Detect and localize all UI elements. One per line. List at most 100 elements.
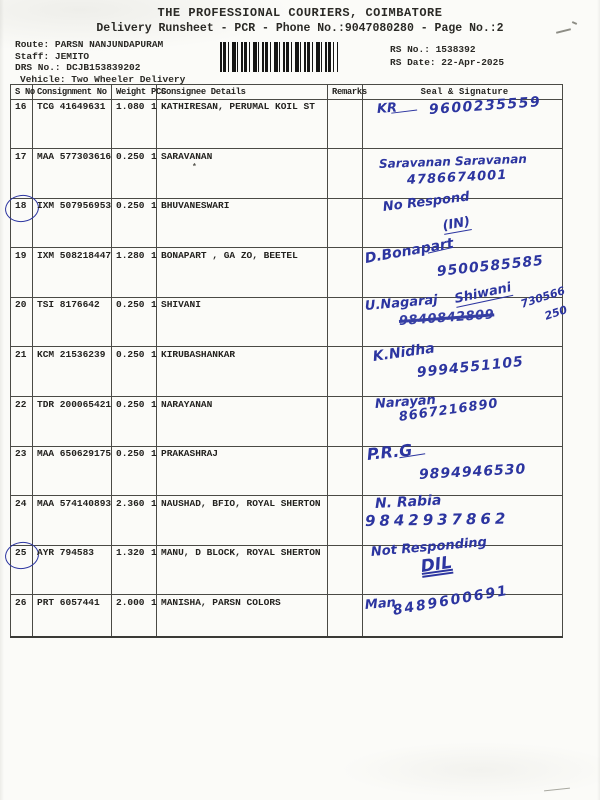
cell-consignee: PRAKASHRAJ [157, 446, 328, 496]
cell-consignee: MANISHA, PARSN COLORS [157, 595, 328, 636]
route-line: Route: PARSN NANJUNDAPURAM [15, 39, 164, 50]
table-row: 22 TDR 200065421 0.250 1 NARAYANAN Naraya… [10, 393, 563, 447]
cell-sno: 25 [3, 539, 41, 595]
cell-signature: K.Nidha 9994551105 [363, 341, 563, 397]
cell-consignee: BONAPART , GA ZO, BEETEL [157, 248, 328, 297]
table-header-row: S No Consignment No Weight PCS Consignee … [10, 85, 563, 100]
col-header-consignee: Consignee Details [157, 85, 328, 99]
cell-consignment: MAA 574140893 [33, 496, 112, 545]
col-header-weight: Weight [116, 86, 146, 97]
cell-weight-pcs: 0.250 1 [112, 198, 157, 248]
table-row: 20 TSI 8176642 0.250 1 SHIVANI U.Nagaraj S… [10, 280, 569, 348]
table-row: 18 IXM 507956953 0.250 1 BHUVANESWARI No … [3, 189, 563, 249]
cell-consignment: MAA 650629175 [33, 446, 112, 496]
cell-consignment: PRT 6057441 [33, 595, 112, 636]
col-header-pcs: PCS [151, 86, 166, 97]
barcode-icon [220, 42, 338, 72]
cell-remarks [328, 297, 363, 347]
vehicle-line: Vehicle: Two Wheeler Delivery [20, 73, 186, 85]
cell-sno: 20 [10, 297, 33, 347]
table-row: 24 MAA 574140893 2.360 1 NAUSHAD, BFIO, R… [10, 492, 563, 546]
cell-consignee: SHIVANI [157, 297, 328, 347]
cell-sno: 16 [10, 99, 33, 149]
cell-sno: 24 [10, 496, 33, 545]
cell-consignee: KIRUBASHANKAR [157, 347, 328, 397]
table-row: 19 IXM 508218447 1.280 1 BONAPART , GA ZO… [10, 236, 563, 298]
cell-consignee: MANU, D BLOCK, ROYAL SHERTON [157, 545, 328, 595]
cell-remarks [328, 595, 363, 636]
cell-signature: Narayan 8667216890 [363, 393, 563, 446]
scan-speck: * [192, 163, 197, 172]
cell-remarks [328, 198, 363, 248]
cell-remarks [328, 446, 363, 496]
cell-weight-pcs: 0.250 1 [112, 446, 157, 496]
table-row: 21 KCM 21536239 0.250 1 KIRUBASHANKAR K.N… [10, 341, 563, 398]
handwritten-note: 9842937862 [364, 509, 510, 531]
handwritten-note: 9894946530 [418, 461, 527, 483]
cell-weight-pcs: 0.250 1 [112, 297, 157, 347]
handwritten-signature: P.R.G [365, 439, 414, 464]
cell-sno: 17 [10, 149, 33, 198]
cell-consignee: KATHIRESAN, PERUMAL KOIL ST [157, 99, 328, 149]
cell-weight-pcs: 0.250 1 [112, 149, 157, 198]
cell-sno: 26 [10, 595, 33, 636]
handwritten-signature: KR [376, 100, 398, 117]
cell-signature: No Respond (IN) [363, 189, 563, 248]
cell-consignment: AYR 794583 [33, 545, 112, 595]
cell-weight-pcs: 1.320 1 [112, 545, 157, 595]
cell-remarks [328, 397, 363, 446]
handwritten-signature: N. Rabia [374, 492, 442, 513]
cell-consignee: NARAYANAN [157, 397, 328, 446]
cell-remarks [328, 99, 363, 149]
handwritten-note: 9840842809 [398, 307, 495, 329]
cell-signature: Man 8489600691 [363, 583, 563, 636]
smudge-bottom-right [544, 787, 570, 792]
cell-sno: 23 [10, 446, 33, 496]
cell-remarks [328, 149, 363, 198]
rs-no-line: RS No.: 1538392 [390, 44, 476, 55]
document-title: THE PROFESSIONAL COURIERS, COIMBATORE [157, 6, 443, 20]
cell-weight-pcs: 2.000 1 [112, 595, 157, 636]
cell-consignment: TDR 200065421 [33, 397, 112, 446]
cell-sno: 22 [10, 397, 33, 446]
cell-signature: KR 9600235559 [363, 94, 563, 149]
cell-signature: N. Rabia 9842937862 [363, 492, 563, 545]
col-header-consignment: Consignment No [33, 85, 112, 99]
cell-sno: 19 [10, 248, 33, 297]
cell-remarks [328, 496, 363, 545]
cell-signature: Not Responding DIL [363, 535, 563, 595]
col-header-weight-pcs: Weight PCS [112, 85, 166, 99]
rs-date-line: RS Date: 22-Apr-2025 [390, 57, 505, 68]
table-row: 25 AYR 794583 1.320 1 MANU, D BLOCK, ROYA… [3, 535, 563, 596]
handwritten-note: 9500585585 [436, 253, 545, 281]
cell-weight-pcs: 2.360 1 [112, 496, 157, 545]
cell-consignment: MAA 577303616 [33, 149, 112, 198]
handwritten-note: 250 [542, 303, 569, 323]
cell-consignee: SARAVANAN [157, 149, 328, 198]
cell-weight-pcs: 1.280 1 [112, 248, 157, 297]
cell-signature: U.Nagaraj Shiwani 9840842809 730566 250 [363, 280, 569, 347]
document-subtitle: Delivery Runsheet - PCR - Phone No.:9047… [96, 22, 504, 35]
cell-consignment: IXM 508218447 [33, 248, 112, 297]
cell-remarks [328, 248, 363, 297]
cell-signature: D.Bonapart 9500585585 [363, 236, 563, 297]
cell-consignment: TSI 8176642 [33, 297, 112, 347]
handwritten-note: (IN) [441, 214, 472, 235]
cell-remarks [328, 347, 363, 397]
col-header-remarks: Remarks [328, 85, 367, 99]
cell-consignment: IXM 507956953 [33, 198, 112, 248]
runsheet-table: S No Consignment No Weight PCS Consignee … [3, 84, 569, 638]
cell-weight-pcs: 0.250 1 [112, 397, 157, 446]
cell-consignment: TCG 41649631 [33, 99, 112, 149]
cell-sno: 21 [10, 347, 33, 397]
cell-weight-pcs: 0.250 1 [112, 347, 157, 397]
table-row: 16 TCG 41649631 1.080 1 KATHIRESAN, PERUM… [10, 94, 563, 150]
handwritten-note: DIL [419, 552, 454, 577]
cell-consignee: NAUSHAD, BFIO, ROYAL SHERTON [157, 496, 328, 545]
scan-speck: - [180, 600, 185, 609]
cell-weight-pcs: 1.080 1 [112, 99, 157, 149]
handwritten-note: 9994551105 [416, 354, 525, 382]
cell-consignee: BHUVANESWARI [157, 198, 328, 248]
drs-no-line: DRS No.: DCJB153839202 [15, 62, 141, 73]
